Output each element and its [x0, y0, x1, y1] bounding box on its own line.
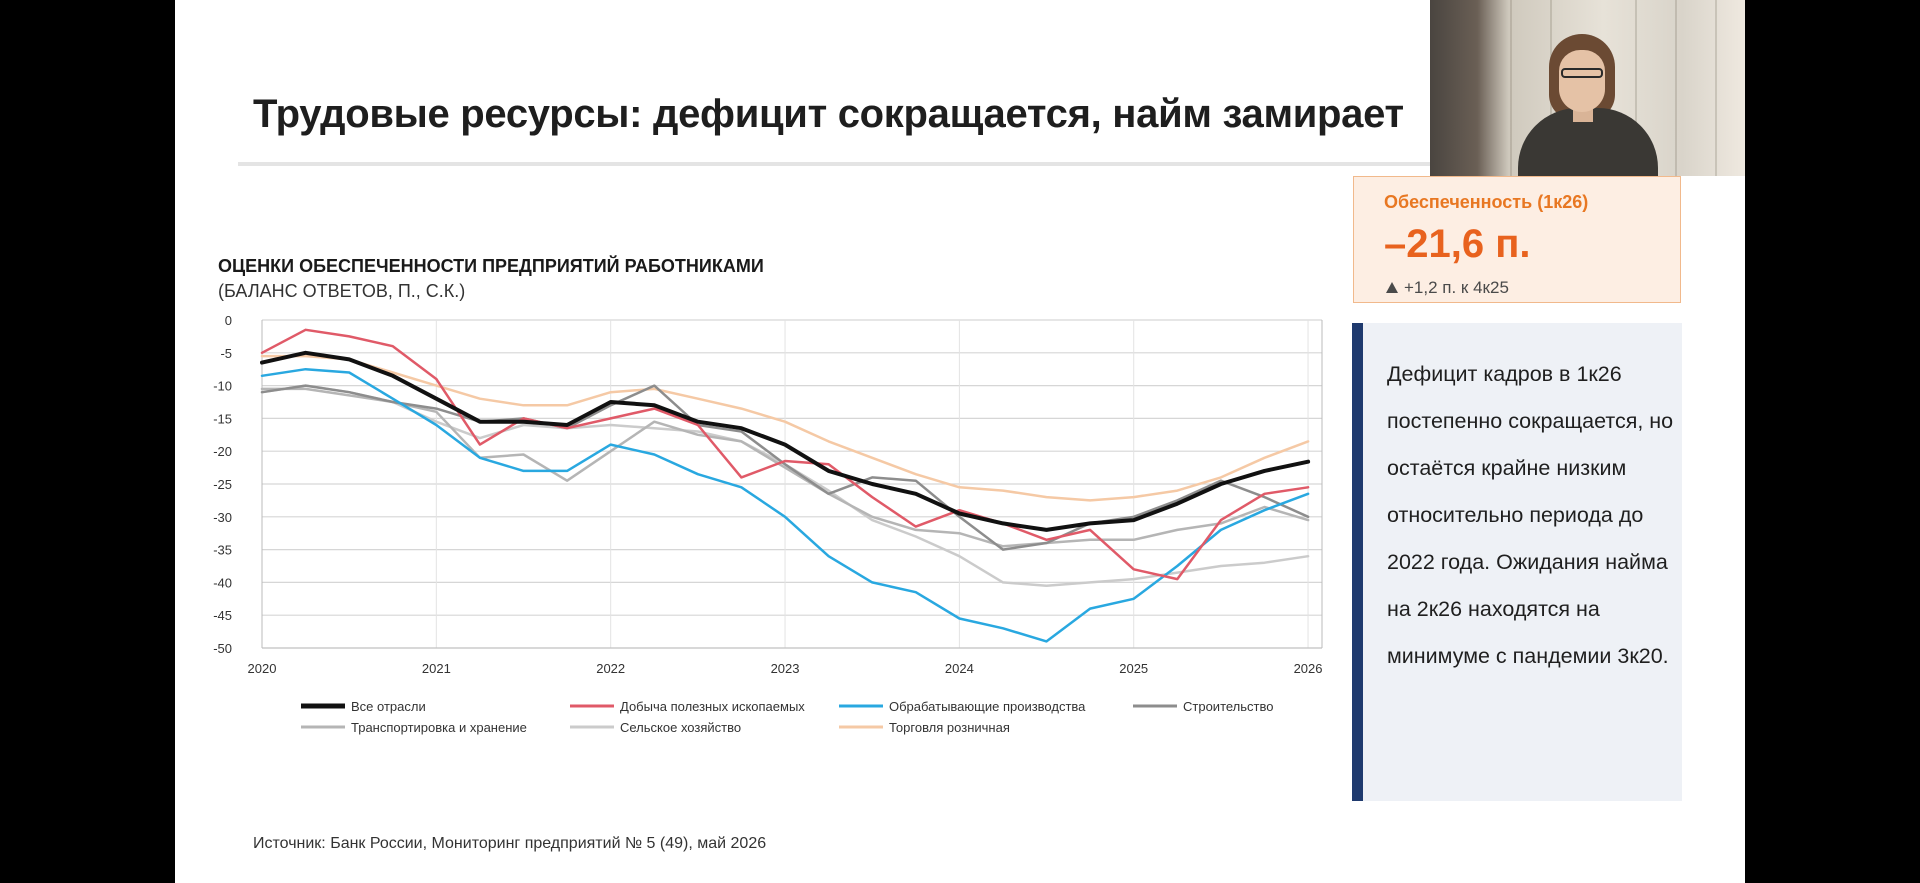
legend-label: Все отрасли: [351, 699, 426, 714]
commentary-text: Дефицит кадров в 1к26 постепенно сокраща…: [1387, 362, 1674, 668]
series-line-2: [260, 367, 1310, 643]
series-line-0: [260, 350, 1311, 532]
x-tick-label: 2024: [945, 661, 974, 676]
window-blind: [1635, 0, 1637, 176]
legend-label: Строительство: [1183, 699, 1273, 714]
y-tick-label: -25: [213, 477, 232, 492]
kpi-label: Обеспеченность (1к26): [1384, 192, 1589, 212]
chart-series: [260, 328, 1311, 643]
series-line-3: [260, 384, 1310, 551]
y-tick-label: 0: [225, 313, 232, 328]
video-participant-tile[interactable]: [1430, 0, 1745, 176]
series-line-6: [260, 354, 1310, 502]
kpi-card: Обеспеченность (1к26) –21,6 п. +1,2 п. к…: [1353, 176, 1681, 303]
y-tick-label: -45: [213, 608, 232, 623]
chart-axes: 0 -5 -10 -15 -20 -25 -30 -35 -40 -45 -50 2020 2021 20…: [213, 313, 1322, 676]
kpi-delta: +1,2 п. к 4к25: [1386, 278, 1509, 298]
legend-label: Торговля розничная: [889, 720, 1010, 735]
chart-legend: Все отрасли Добыча полезных ископаемых Обр…: [301, 699, 1273, 735]
chart-grid: [261, 319, 1322, 649]
glasses-icon: [1561, 68, 1603, 78]
y-tick-label: -50: [213, 641, 232, 656]
y-tick-label: -5: [220, 346, 232, 361]
y-tick-label: -15: [213, 411, 232, 426]
window-blind: [1510, 0, 1512, 176]
kpi-value: –21,6 п.: [1384, 222, 1531, 266]
legend-label: Сельское хозяйство: [620, 720, 741, 735]
y-tick-label: -10: [213, 379, 232, 394]
window-blind: [1715, 0, 1717, 176]
x-tick-label: 2021: [422, 661, 451, 676]
commentary-box: Дефицит кадров в 1к26 постепенно сокраща…: [1352, 323, 1682, 801]
kpi-delta-text: +1,2 п. к 4к25: [1404, 278, 1509, 297]
series-line-1: [260, 328, 1310, 581]
y-tick-label: -40: [213, 575, 232, 590]
legend-label: Транспортировка и хранение: [351, 720, 527, 735]
y-tick-label: -20: [213, 444, 232, 459]
chart-subtitle: (БАЛАНС ОТВЕТОВ, П., С.К.): [218, 281, 466, 301]
x-tick-label: 2020: [248, 661, 277, 676]
title-divider: [238, 162, 1608, 166]
y-tick-label: -30: [213, 510, 232, 525]
chart-title: ОЦЕНКИ ОБЕСПЕЧЕННОСТИ ПРЕДПРИЯТИЙ РАБОТН…: [218, 256, 764, 276]
legend-label: Добыча полезных ископаемых: [620, 699, 805, 714]
x-tick-label: 2026: [1294, 661, 1323, 676]
x-tick-label: 2023: [771, 661, 800, 676]
series-line-4: [260, 387, 1310, 548]
legend-label: Обрабатывающие производства: [889, 699, 1086, 714]
y-tick-label: -35: [213, 543, 232, 558]
participant-face: [1559, 50, 1605, 112]
slide-title: Трудовые ресурсы: дефицит сокращается, н…: [253, 92, 1404, 136]
triangle-up-icon: [1386, 282, 1398, 293]
line-chart: 0 -5 -10 -15 -20 -25 -30 -35 -40 -45 -50 2020 2021 20…: [213, 313, 1322, 735]
source-note: Источник: Банк России, Мониторинг предпр…: [253, 835, 767, 852]
window-blind: [1675, 0, 1677, 176]
x-tick-label: 2025: [1119, 661, 1148, 676]
x-tick-label: 2022: [596, 661, 625, 676]
